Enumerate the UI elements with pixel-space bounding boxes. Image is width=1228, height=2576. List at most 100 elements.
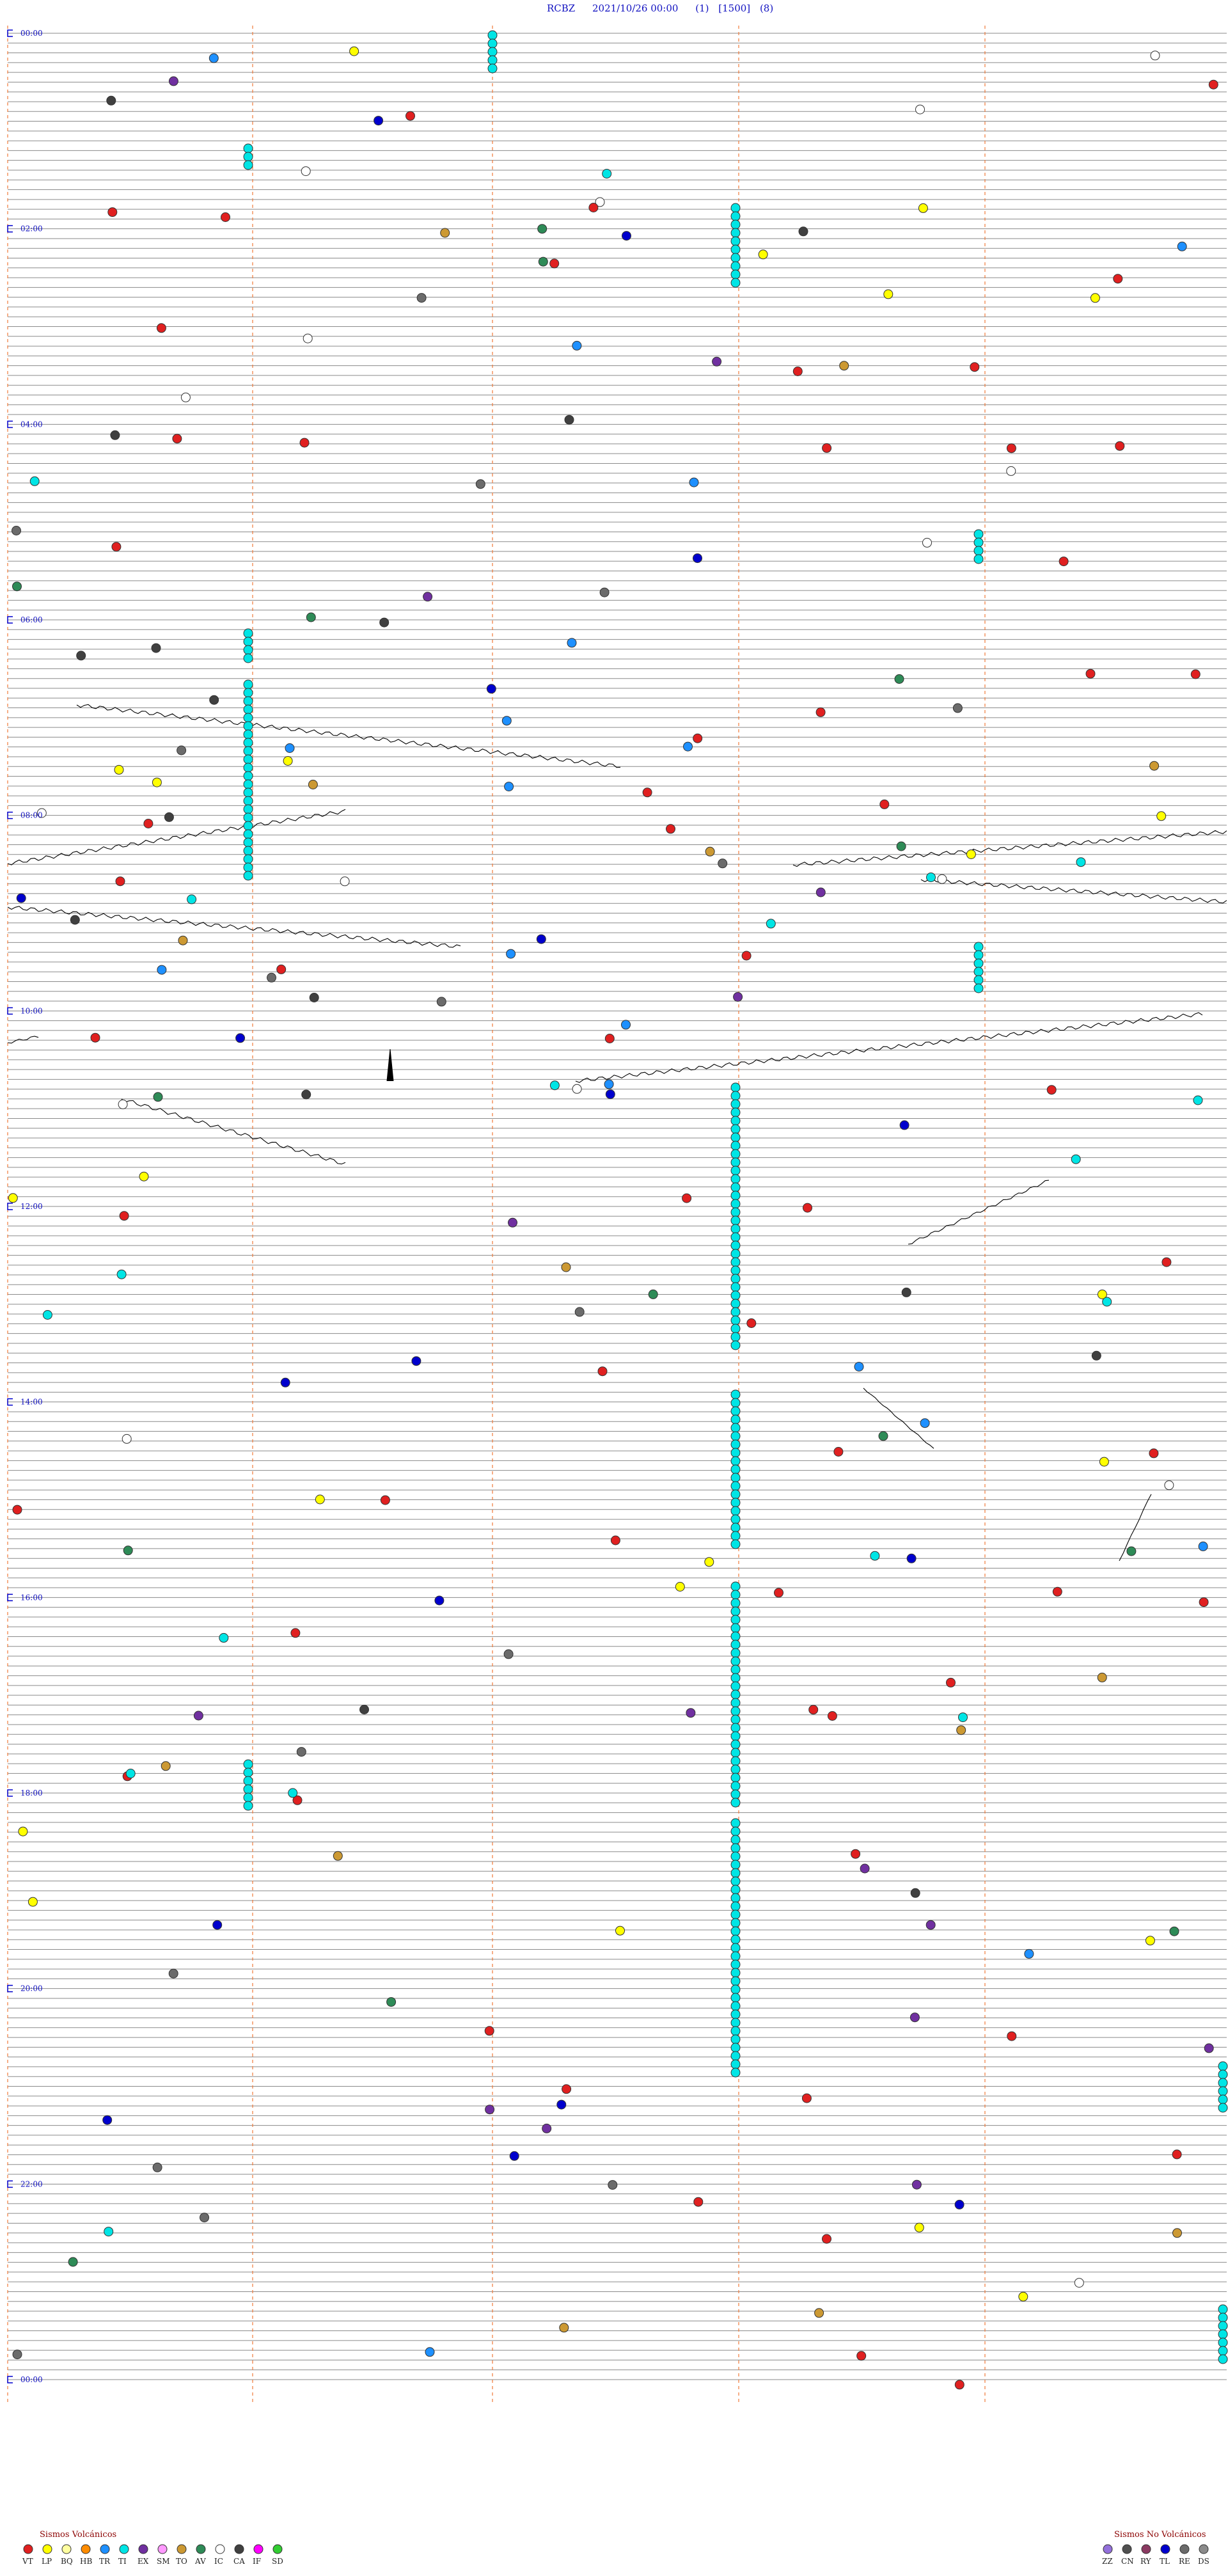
event-marker — [485, 2105, 495, 2115]
event-marker — [152, 2162, 162, 2172]
event-marker — [899, 1120, 909, 1130]
event-marker — [798, 226, 808, 237]
event-marker — [303, 333, 313, 344]
hour-bracket — [7, 1398, 13, 1406]
event-marker-ti — [730, 1506, 741, 1516]
event-marker — [151, 643, 161, 653]
event-marker-ti — [730, 1166, 741, 1176]
event-marker — [68, 2257, 78, 2267]
event-marker-ti — [243, 837, 253, 848]
event-marker-ti — [730, 1389, 741, 1400]
event-marker — [1149, 761, 1160, 771]
event-marker — [340, 876, 350, 887]
event-marker-ti — [730, 244, 741, 255]
legend-label: RE — [1179, 2557, 1190, 2566]
event-marker — [1199, 1597, 1209, 1608]
event-marker — [854, 1362, 864, 1371]
event-marker — [484, 2026, 494, 2036]
event-marker-ti — [730, 2001, 741, 2011]
event-marker-ti — [243, 862, 253, 873]
event-marker-ti — [730, 1798, 741, 1808]
event-marker — [1115, 441, 1125, 451]
event-marker-ti — [243, 143, 253, 154]
event-marker — [926, 873, 936, 882]
event-marker — [405, 111, 415, 121]
event-marker — [622, 231, 631, 241]
event-marker-ti — [730, 1714, 741, 1725]
event-marker-ti — [730, 2043, 741, 2053]
event-marker-ti — [730, 1522, 741, 1533]
hour-label: 00:00 — [20, 29, 43, 38]
legend-swatch — [138, 2544, 148, 2554]
event-marker-ti — [730, 1531, 741, 1541]
event-marker — [12, 526, 21, 535]
event-marker — [1046, 1085, 1057, 1095]
event-marker-ti — [730, 1681, 741, 1691]
legend-label: TO — [176, 2557, 187, 2566]
event-marker-ti — [730, 1934, 741, 1945]
event-marker-ti — [730, 1464, 741, 1474]
event-marker-ti — [1218, 2321, 1228, 2331]
event-marker — [161, 1761, 171, 1771]
event-marker-ti — [973, 942, 984, 952]
event-marker — [16, 893, 26, 903]
event-marker-ti — [730, 1581, 741, 1592]
event-marker — [1006, 443, 1016, 454]
event-marker — [567, 638, 577, 648]
event-marker-ti — [973, 529, 984, 539]
event-marker — [608, 2180, 618, 2190]
event-marker — [909, 2012, 920, 2023]
event-marker — [741, 951, 752, 961]
seismic-trace — [7, 809, 346, 865]
hour-label: 16:00 — [20, 1593, 43, 1602]
event-marker — [290, 1628, 301, 1638]
legend-swatch — [157, 2544, 168, 2554]
legend-label: CA — [233, 2557, 245, 2566]
legend-label: TR — [99, 2557, 111, 2566]
event-marker-ti — [730, 1182, 741, 1192]
event-marker-ti — [730, 1307, 741, 1317]
legend-volcanic-title: Sismos Volcánicos — [40, 2530, 116, 2540]
event-marker — [906, 1553, 917, 1563]
event-marker — [1145, 1936, 1155, 1946]
event-marker — [1172, 2228, 1182, 2238]
event-marker — [119, 1211, 129, 1221]
event-marker-ti — [730, 1893, 741, 1903]
event-marker — [503, 1649, 514, 1659]
event-marker-ti — [730, 1943, 741, 1953]
event-marker — [954, 2380, 964, 2390]
event-marker — [574, 1307, 585, 1317]
event-marker — [958, 1712, 968, 1723]
event-marker — [299, 438, 310, 448]
event-marker-ti — [730, 1631, 741, 1641]
event-marker-ti — [730, 1439, 741, 1450]
event-marker-ti — [243, 653, 253, 663]
event-marker — [8, 1193, 18, 1203]
event-marker — [267, 972, 276, 983]
event-marker-ti — [730, 1843, 741, 1853]
legend-label: TL — [1160, 2557, 1170, 2566]
hour-bracket — [7, 2376, 13, 2383]
event-marker — [1071, 1154, 1081, 1164]
event-marker-ti — [730, 1116, 741, 1126]
event-marker — [615, 1925, 625, 1936]
event-marker-ti — [730, 1190, 741, 1201]
event-marker — [36, 808, 47, 818]
event-marker — [833, 1447, 844, 1457]
event-marker — [605, 1089, 615, 1100]
event-marker — [1085, 668, 1096, 679]
event-marker-ti — [730, 1274, 741, 1284]
event-marker — [436, 997, 446, 1007]
legend-swatch — [100, 2544, 110, 2554]
event-marker — [686, 1708, 696, 1718]
event-marker — [506, 949, 516, 959]
event-marker — [70, 915, 80, 925]
event-marker-ti — [243, 636, 253, 647]
event-marker — [475, 479, 485, 489]
event-marker-ti — [730, 1818, 741, 1828]
event-marker-ti — [243, 787, 253, 798]
event-marker-ti — [730, 1698, 741, 1708]
event-marker-ti — [1218, 2337, 1228, 2348]
event-marker-ti — [730, 1835, 741, 1845]
event-marker — [212, 1920, 223, 1930]
